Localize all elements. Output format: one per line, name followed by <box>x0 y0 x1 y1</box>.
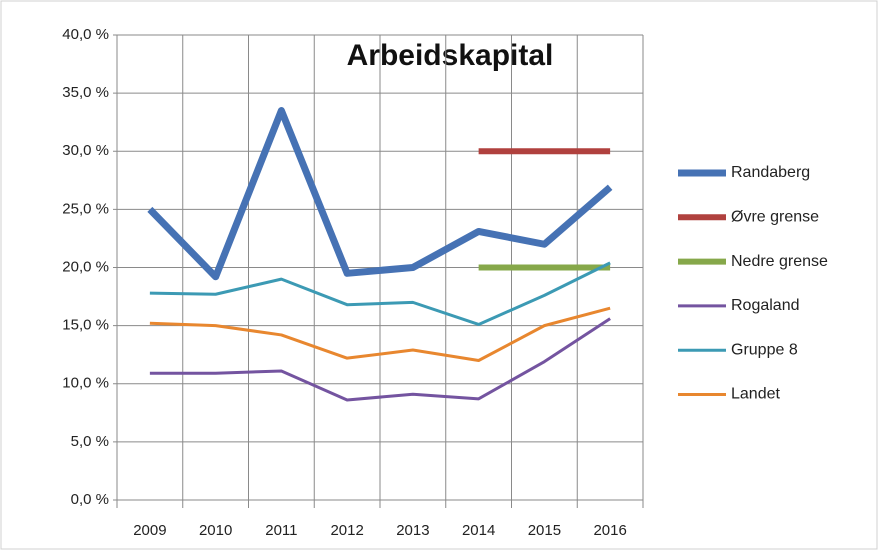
legend-label: Øvre grense <box>731 209 819 226</box>
y-tick-label: 5,0 % <box>71 433 109 450</box>
y-tick-label: 20,0 % <box>62 258 109 275</box>
x-tick-label: 2015 <box>528 522 561 539</box>
y-tick-label: 35,0 % <box>62 84 109 101</box>
y-tick-label: 15,0 % <box>62 317 109 334</box>
series-line <box>149 306 611 362</box>
x-tick-label: 2010 <box>199 522 232 539</box>
legend-label: Gruppe 8 <box>731 341 798 358</box>
y-tick-label: 0,0 % <box>71 491 109 508</box>
x-tick-label: 2014 <box>462 522 495 539</box>
x-tick-label: 2013 <box>396 522 429 539</box>
series-line <box>149 261 611 326</box>
legend-label: Rogaland <box>731 297 800 314</box>
x-tick-label: 2009 <box>133 522 166 539</box>
x-tick-label: 2012 <box>330 522 363 539</box>
y-tick-label: 40,0 % <box>62 26 109 43</box>
legend-label: Nedre grense <box>731 253 828 270</box>
series-line <box>147 107 613 281</box>
y-tick-label: 10,0 % <box>62 375 109 392</box>
x-tick-label: 2016 <box>593 522 626 539</box>
chart-title: Arbeidskapital <box>347 39 554 72</box>
y-tick-label: 25,0 % <box>62 200 109 217</box>
legend-label: Randaberg <box>731 164 810 181</box>
series-line <box>149 317 611 402</box>
x-tick-label: 2011 <box>265 522 297 539</box>
legend-label: Landet <box>731 386 780 403</box>
y-tick-label: 30,0 % <box>62 142 109 159</box>
